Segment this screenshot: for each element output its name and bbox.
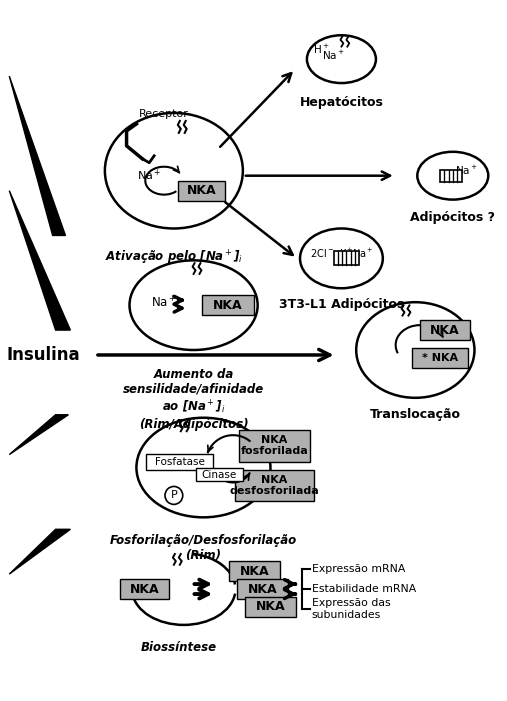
- FancyBboxPatch shape: [412, 348, 467, 368]
- FancyBboxPatch shape: [147, 454, 213, 470]
- Text: Receptor: Receptor: [139, 109, 189, 119]
- FancyBboxPatch shape: [178, 181, 225, 200]
- Text: Estabilidade mRNA: Estabilidade mRNA: [312, 584, 416, 594]
- Polygon shape: [9, 191, 70, 330]
- Text: Na$^+$: Na$^+$: [322, 48, 345, 62]
- Text: P: P: [170, 491, 177, 501]
- FancyBboxPatch shape: [120, 579, 169, 599]
- FancyBboxPatch shape: [235, 470, 314, 501]
- Text: NKA
fosforilada: NKA fosforilada: [240, 435, 308, 456]
- FancyBboxPatch shape: [334, 252, 359, 266]
- Text: 3T3-L1 Adipócitos: 3T3-L1 Adipócitos: [279, 298, 404, 311]
- Text: Fosfatase: Fosfatase: [155, 456, 205, 467]
- Text: 2Cl$^-$: 2Cl$^-$: [310, 247, 334, 259]
- FancyBboxPatch shape: [196, 468, 243, 482]
- Circle shape: [165, 486, 183, 505]
- FancyBboxPatch shape: [420, 320, 469, 340]
- FancyBboxPatch shape: [202, 295, 254, 315]
- Text: NKA: NKA: [256, 601, 285, 613]
- Text: NKA: NKA: [129, 583, 159, 596]
- Text: NKA: NKA: [240, 564, 270, 578]
- Text: NKA: NKA: [187, 184, 216, 197]
- FancyBboxPatch shape: [239, 430, 310, 461]
- Text: Aumento da
sensilidade/afinidade
ao [Na$^+$]$_i$
(Rim/Adipócitos): Aumento da sensilidade/afinidade ao [Na$…: [123, 368, 264, 431]
- Text: K$^+$: K$^+$: [339, 247, 354, 260]
- Polygon shape: [9, 529, 70, 574]
- Text: Na$^+$: Na$^+$: [137, 168, 161, 184]
- Text: NKA
desfosforilada: NKA desfosforilada: [230, 475, 319, 496]
- Text: NKA: NKA: [430, 324, 460, 336]
- Text: H$^+$: H$^+$: [313, 43, 330, 56]
- Text: Na$^+$: Na$^+$: [455, 164, 478, 177]
- FancyBboxPatch shape: [237, 579, 288, 599]
- Text: NKA: NKA: [248, 583, 277, 596]
- Text: Hepatócitos: Hepatócitos: [300, 96, 383, 109]
- Polygon shape: [9, 415, 68, 454]
- Text: Expressão das
subunidades: Expressão das subunidades: [312, 598, 390, 620]
- Text: Expressão mRNA: Expressão mRNA: [312, 564, 405, 574]
- Text: Adipócitos ?: Adipócitos ?: [410, 210, 495, 224]
- FancyBboxPatch shape: [229, 562, 280, 581]
- Text: * NKA: * NKA: [422, 353, 458, 363]
- Polygon shape: [9, 76, 65, 236]
- Text: Ativação pelo [Na$^+$]$_i$: Ativação pelo [Na$^+$]$_i$: [105, 248, 243, 266]
- Text: Fosforilação/Desfosforilação
(Rim): Fosforilação/Desfosforilação (Rim): [110, 534, 297, 562]
- Text: Translocação: Translocação: [370, 408, 461, 421]
- Text: NKA: NKA: [213, 299, 243, 312]
- Text: Na$^+$: Na$^+$: [352, 247, 374, 260]
- Text: Insulina: Insulina: [6, 346, 80, 364]
- FancyBboxPatch shape: [245, 597, 296, 617]
- Text: Na$^+$: Na$^+$: [151, 296, 177, 311]
- Text: Cinase: Cinase: [202, 470, 237, 479]
- FancyBboxPatch shape: [440, 170, 462, 182]
- Text: Biossíntese: Biossíntese: [141, 641, 217, 654]
